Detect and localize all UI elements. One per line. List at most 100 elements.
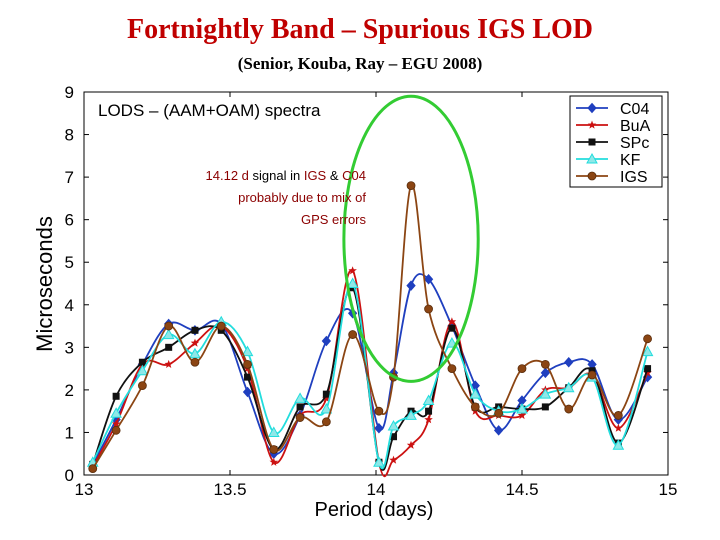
data-point-spc: [448, 324, 456, 332]
data-point-kf: [136, 364, 149, 376]
y-tick-label: 8: [65, 126, 74, 145]
data-point-bua: [111, 419, 121, 428]
legend-label: BuA: [620, 118, 651, 135]
data-point-bua: [517, 410, 527, 420]
data-point-kf: [422, 394, 435, 406]
data-point-bua: [424, 415, 433, 424]
y-axis-label: Microseconds: [32, 216, 57, 352]
data-point-igs: [348, 330, 358, 339]
data-point-igs: [243, 359, 252, 369]
data-point-c04: [406, 280, 416, 291]
data-point-kf: [346, 277, 359, 288]
data-point-kf: [469, 388, 482, 399]
annotation-text-a: signal in: [249, 168, 304, 183]
legend-label: SPc: [620, 135, 649, 152]
x-tick-label: 13: [75, 480, 94, 499]
data-point-kf: [373, 456, 385, 467]
data-point-kf: [110, 407, 122, 418]
data-point-kf: [539, 388, 552, 399]
annotation-igs: IGS: [304, 168, 327, 183]
legend-label: IGS: [620, 169, 648, 186]
series-kf: [86, 277, 654, 470]
data-point-spc: [390, 433, 398, 441]
data-point-kf: [162, 328, 175, 340]
data-point-c04: [242, 386, 253, 398]
data-point-kf: [612, 439, 625, 450]
data-point-igs: [587, 370, 597, 380]
legend-item-spc: SPc: [576, 135, 649, 152]
y-tick-label: 0: [65, 466, 74, 485]
data-point-kf: [294, 392, 306, 403]
x-tick-label: 15: [659, 480, 678, 499]
series-igs: [88, 181, 652, 474]
data-point-igs: [564, 404, 574, 414]
data-point-spc: [322, 390, 330, 398]
data-point-igs: [517, 364, 527, 374]
data-point-spc: [191, 326, 199, 334]
data-point-spc: [541, 403, 549, 411]
data-point-bua: [406, 440, 416, 449]
data-point-kf: [320, 403, 333, 414]
data-point-kf: [405, 409, 417, 420]
data-point-igs: [216, 321, 226, 331]
y-tick-label: 6: [65, 211, 74, 230]
data-point-igs: [494, 408, 504, 418]
slide-subtitle: (Senior, Kouba, Ray – EGU 2008): [237, 54, 483, 73]
data-point-kf: [241, 345, 254, 357]
legend-label: C04: [620, 101, 649, 118]
legend-label: KF: [620, 152, 641, 169]
y-tick-label: 2: [65, 381, 74, 400]
chart-title: LODS – (AAM+OAM) spectra: [98, 101, 321, 120]
y-tick-label: 4: [65, 296, 74, 315]
data-point-igs: [643, 334, 652, 344]
series-line-kf: [91, 282, 649, 470]
legend-marker: [587, 171, 597, 181]
data-point-bua: [190, 338, 200, 347]
legend-marker: [586, 152, 598, 164]
x-axis-label: Period (days): [315, 499, 434, 521]
data-point-igs: [540, 359, 550, 369]
data-point-bua: [643, 368, 652, 377]
data-point-bua: [269, 457, 279, 466]
annotation-line1: 14.12 d signal in IGS & C04: [206, 168, 366, 183]
data-point-spc: [425, 407, 433, 415]
data-point-igs: [111, 425, 121, 435]
data-point-igs: [269, 445, 279, 454]
y-tick-label: 7: [65, 168, 74, 187]
data-point-spc: [138, 358, 146, 366]
data-point-igs: [190, 357, 200, 367]
data-point-spc: [165, 343, 173, 351]
data-point-bua: [322, 393, 331, 402]
data-point-bua: [614, 423, 623, 432]
data-point-igs: [164, 321, 174, 331]
data-point-kf: [516, 403, 528, 414]
data-point-bua: [389, 455, 398, 464]
data-point-bua: [447, 317, 457, 326]
data-point-bua: [164, 359, 173, 368]
data-point-igs: [447, 364, 457, 374]
legend-item-igs: IGS: [576, 169, 648, 186]
data-point-bua: [348, 266, 357, 275]
data-point-kf: [267, 426, 280, 437]
data-point-igs: [470, 402, 480, 412]
legend-item-bua: BuA: [576, 118, 651, 135]
annotation-line3: GPS errors: [301, 212, 367, 227]
y-tick-label: 9: [65, 83, 74, 102]
data-point-kf: [387, 420, 400, 431]
x-tick-label: 14.5: [505, 480, 538, 499]
legend-marker: [587, 102, 597, 114]
data-point-spc: [112, 392, 120, 400]
data-point-spc: [244, 373, 252, 381]
data-point-igs: [137, 381, 147, 391]
data-point-kf: [641, 345, 654, 357]
legend-item-kf: KF: [576, 152, 641, 169]
annotation-text-b: &: [326, 168, 342, 183]
data-point-c04: [423, 273, 434, 285]
data-point-kf: [562, 381, 575, 393]
y-tick-label: 1: [65, 423, 74, 442]
legend-marker: [587, 120, 597, 129]
data-point-spc: [644, 365, 652, 373]
data-point-c04: [321, 335, 332, 347]
